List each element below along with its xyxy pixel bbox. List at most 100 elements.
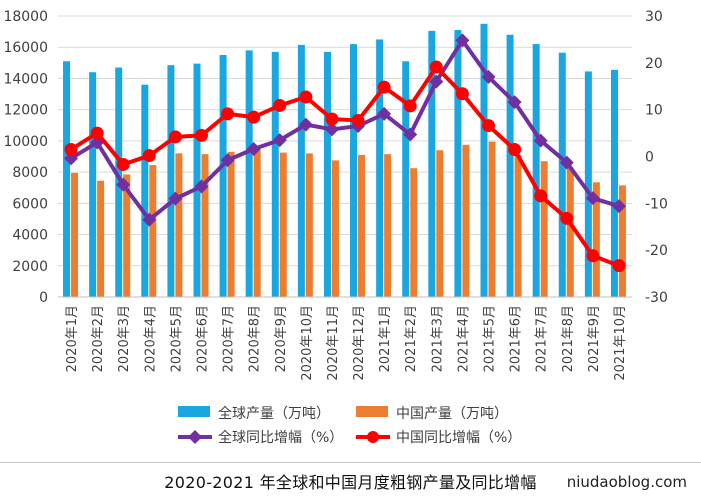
bar: [540, 161, 548, 297]
diamond-marker: [168, 191, 183, 206]
diamond-marker: [455, 33, 470, 48]
bar: [219, 55, 227, 298]
legend-label: 全球产量（万吨）: [218, 405, 330, 422]
diamond-marker: [116, 177, 131, 192]
bar: [175, 153, 183, 297]
y-left-tick-label: 14000: [3, 71, 48, 87]
series-line: [69, 65, 621, 268]
legend-label: 中国产量（万吨）: [396, 406, 508, 422]
bar: [558, 52, 566, 297]
y-right-tick-label: -10: [645, 196, 668, 212]
y-right-tick-label: -30: [645, 290, 668, 306]
x-category-label: 2020年3月: [117, 305, 132, 372]
y-right-tick-label: -20: [645, 243, 668, 259]
legend-item: 全球同比增幅（%）: [178, 429, 343, 446]
circle-marker: [508, 142, 522, 156]
bar: [436, 150, 444, 297]
circle-marker: [351, 113, 365, 127]
y-left-tick-label: 18000: [3, 9, 48, 25]
x-category-label: 2021年2月: [404, 305, 419, 372]
legend-marker: [188, 430, 202, 444]
circle-marker: [403, 99, 417, 113]
circle-marker: [64, 142, 78, 156]
x-category-label: 2021年5月: [483, 305, 498, 372]
legend-label: 中国同比增幅（%）: [396, 430, 521, 446]
circle-marker: [142, 149, 156, 163]
diamond-marker: [324, 122, 339, 137]
legend-label: 全球同比增幅（%）: [218, 429, 343, 446]
y-right-tick-label: 20: [645, 56, 663, 72]
y-left-tick-label: 2000: [12, 259, 48, 275]
diamond-marker: [194, 179, 209, 194]
diamond-marker: [142, 212, 157, 227]
y-right-tick-label: 30: [645, 9, 663, 25]
bar: [305, 153, 313, 297]
legend-item: 中国产量（万吨）: [356, 406, 508, 422]
y-left-tick-label: 4000: [12, 228, 48, 244]
bar: [566, 167, 574, 297]
x-category-label: 2020年6月: [196, 305, 211, 372]
circle-marker: [455, 87, 469, 101]
circle-marker: [534, 189, 548, 203]
bar: [358, 154, 366, 297]
y-right-tick-label: 0: [645, 150, 654, 166]
diamond-marker: [377, 106, 392, 121]
x-category-label: 2021年7月: [535, 305, 550, 372]
legend-item: 全球产量（万吨）: [178, 405, 330, 422]
bar: [253, 149, 261, 297]
y-left-tick-label: 0: [39, 290, 48, 306]
bar: [592, 182, 600, 297]
diamond-marker: [611, 199, 626, 214]
bar: [618, 185, 626, 297]
legend-marker: [367, 431, 379, 443]
diamond-marker: [533, 133, 548, 148]
circle-marker: [586, 249, 600, 263]
y-left-tick-label: 8000: [12, 165, 48, 181]
bar: [506, 34, 514, 297]
circle-marker: [221, 107, 235, 121]
bar: [323, 51, 331, 298]
bar: [402, 61, 410, 298]
bar: [350, 44, 358, 297]
x-category-label: 2020年12月: [352, 305, 367, 381]
bar: [410, 168, 418, 297]
bar: [63, 61, 71, 298]
chart-svg: 0 2000 4000 6000 8000 10000 12000 14000 16000 180…: [3, 9, 668, 446]
x-category-label: 2021年10月: [613, 305, 628, 381]
y-right-tick-label: 10: [645, 103, 663, 119]
bar: [297, 44, 305, 297]
x-category-label: 2020年11月: [326, 305, 341, 381]
bar: [428, 30, 436, 297]
bar: [584, 71, 592, 298]
bar: [193, 63, 201, 297]
bar: [480, 23, 488, 298]
bar: [141, 84, 149, 297]
bar: [384, 154, 392, 297]
y-left-tick-label: 10000: [3, 134, 48, 150]
bar: [167, 65, 175, 297]
diamond-marker: [481, 69, 496, 84]
circle-marker: [612, 259, 626, 273]
diamond-marker: [298, 117, 313, 132]
chart-title: 2020-2021 年全球和中国月度粗钢产量及同比增幅: [164, 473, 537, 492]
bar: [201, 154, 209, 297]
circle-marker: [377, 80, 391, 94]
legend-swatch: [178, 406, 210, 417]
bar: [271, 51, 279, 298]
x-category-label: 2020年7月: [222, 305, 237, 372]
circle-marker: [560, 211, 574, 225]
bar: [488, 141, 496, 297]
diamond-marker: [585, 191, 600, 206]
series-line: [69, 38, 621, 222]
bar: [331, 160, 339, 297]
circle-marker: [195, 128, 208, 142]
circle-marker: [168, 130, 182, 144]
circle-marker: [482, 119, 495, 133]
x-category-label: 2021年3月: [430, 305, 445, 372]
y-left-tick-label: 12000: [3, 103, 48, 119]
circle-marker: [299, 90, 313, 104]
x-category-label: 2020年2月: [91, 305, 106, 372]
bar: [279, 152, 287, 297]
x-category-label: 2021年1月: [378, 305, 393, 372]
x-category-label: 2021年9月: [587, 305, 602, 372]
